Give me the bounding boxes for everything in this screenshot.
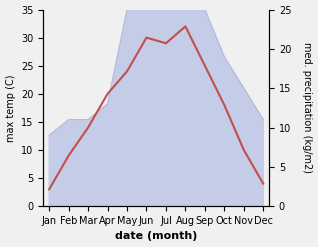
X-axis label: date (month): date (month) [115, 231, 197, 242]
Y-axis label: max temp (C): max temp (C) [5, 74, 16, 142]
Y-axis label: med. precipitation (kg/m2): med. precipitation (kg/m2) [302, 42, 313, 173]
